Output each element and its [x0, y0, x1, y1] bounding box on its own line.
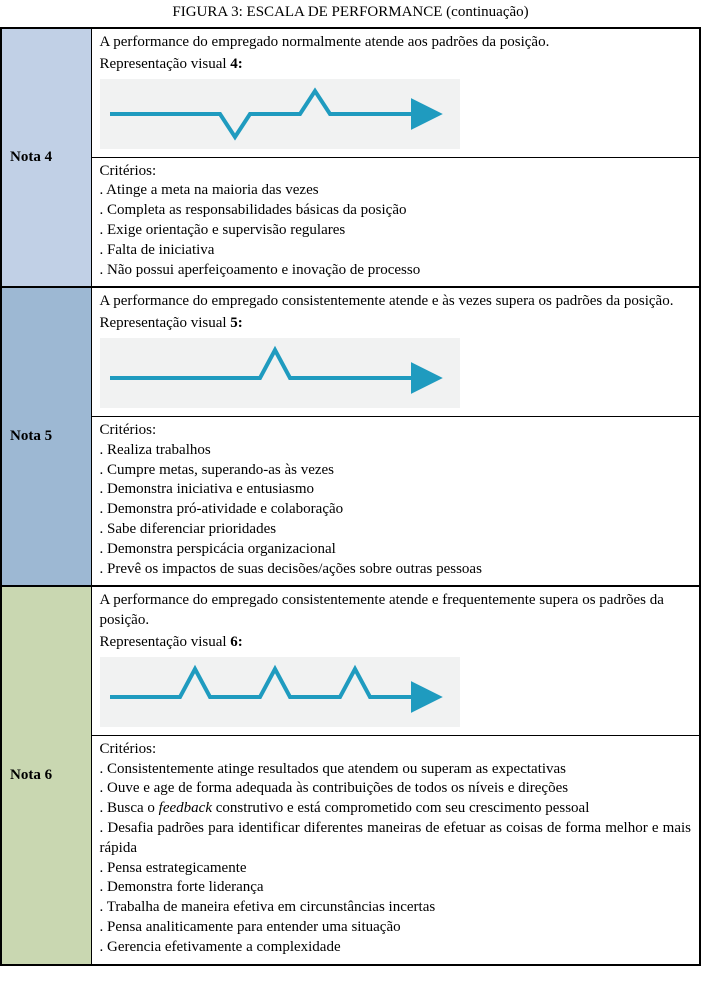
rating-description-cell: A performance do empregado consistenteme…	[91, 586, 700, 735]
criteria-list: . Consistentemente atinge resultados que…	[100, 760, 692, 958]
criteria-item: . Falta de iniciativa	[100, 241, 692, 261]
criteria-item: . Demonstra forte liderança	[100, 878, 692, 898]
criteria-item: . Demonstra iniciativa e entusiasmo	[100, 480, 692, 500]
criteria-item: . Busca o feedback construtivo e está co…	[100, 799, 692, 819]
rating-description: A performance do empregado consistenteme…	[100, 591, 692, 631]
criteria-item: . Ouve e age de forma adequada às contri…	[100, 779, 692, 799]
representation-label: Representação visual 5:	[100, 314, 692, 334]
criteria-item: . Pensa estrategicamente	[100, 859, 692, 879]
rating-description: A performance do empregado consistenteme…	[100, 292, 692, 312]
criteria-item: . Consistentemente atinge resultados que…	[100, 760, 692, 780]
rating-description-cell: A performance do empregado normalmente a…	[91, 28, 700, 157]
criteria-item: . Não possui aperfeiçoamento e inovação …	[100, 261, 692, 281]
criteria-item: . Desafia padrões para identificar difer…	[100, 819, 692, 859]
representation-label: Representação visual 6:	[100, 633, 692, 653]
criteria-heading: Critérios:	[100, 740, 692, 760]
representation-label: Representação visual 4:	[100, 55, 692, 75]
criteria-item: . Exige orientação e supervisão regulare…	[100, 221, 692, 241]
criteria-heading: Critérios:	[100, 421, 692, 441]
figure-title: FIGURA 3: ESCALA DE PERFORMANCE (continu…	[0, 0, 701, 27]
criteria-cell: Critérios:. Realiza trabalhos. Cumpre me…	[91, 416, 700, 586]
criteria-item: . Realiza trabalhos	[100, 441, 692, 461]
criteria-list: . Realiza trabalhos. Cumpre metas, super…	[100, 441, 692, 580]
criteria-item: . Demonstra perspicácia organizacional	[100, 540, 692, 560]
criteria-heading: Critérios:	[100, 162, 692, 182]
criteria-item: . Prevê os impactos de suas decisões/açõ…	[100, 560, 692, 580]
rating-label-text: Nota 6	[10, 767, 52, 783]
performance-line-chart	[100, 657, 460, 727]
rating-label: Nota 4	[1, 28, 91, 287]
performance-line-chart	[100, 79, 460, 149]
criteria-item: . Atinge a meta na maioria das vezes	[100, 181, 692, 201]
rating-label: Nota 5	[1, 287, 91, 586]
criteria-list: . Atinge a meta na maioria das vezes. Co…	[100, 181, 692, 280]
performance-scale-table: Nota 4 A performance do empregado normalm…	[0, 27, 701, 966]
rating-description: A performance do empregado normalmente a…	[100, 33, 692, 53]
rating-label-text: Nota 5	[10, 428, 52, 444]
criteria-item: . Completa as responsabilidades básicas …	[100, 201, 692, 221]
criteria-item: . Gerencia efetivamente a complexidade	[100, 938, 692, 958]
criteria-item: . Cumpre metas, superando-as às vezes	[100, 461, 692, 481]
rating-description-cell: A performance do empregado consistenteme…	[91, 287, 700, 416]
rating-label: Nota 6	[1, 586, 91, 964]
criteria-item: . Sabe diferenciar prioridades	[100, 520, 692, 540]
criteria-item: . Demonstra pró-atividade e colaboração	[100, 500, 692, 520]
criteria-item: . Pensa analiticamente para entender uma…	[100, 918, 692, 938]
criteria-cell: Critérios:. Consistentemente atinge resu…	[91, 735, 700, 964]
rating-label-text: Nota 4	[10, 149, 52, 165]
criteria-cell: Critérios:. Atinge a meta na maioria das…	[91, 157, 700, 287]
performance-line-chart	[100, 338, 460, 408]
criteria-item: . Trabalha de maneira efetiva em circuns…	[100, 898, 692, 918]
